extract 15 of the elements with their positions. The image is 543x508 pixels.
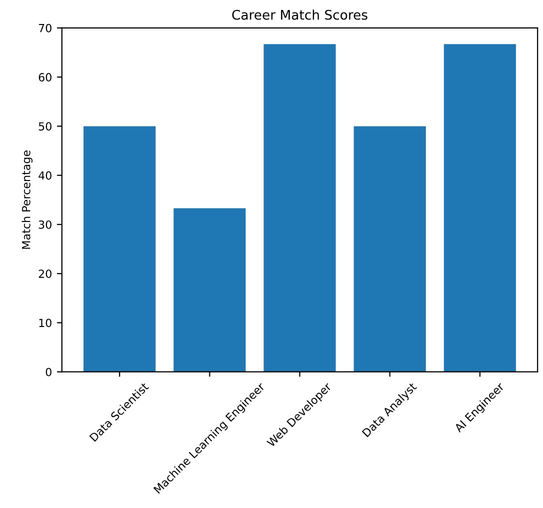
bar	[174, 208, 246, 372]
y-tick-label: 50	[38, 122, 52, 131]
bar	[264, 44, 336, 372]
y-tick-label: 30	[38, 220, 52, 229]
y-tick-label: 10	[39, 318, 52, 328]
y-tick-label: 40	[38, 171, 52, 180]
bar	[354, 126, 426, 372]
bar	[444, 44, 516, 372]
y-tick-label: 20	[38, 270, 52, 278]
y-tick-label: 0	[46, 368, 52, 376]
y-tick-label: 60	[38, 73, 52, 82]
chart-title: Career Match Scores	[232, 10, 368, 20]
bar	[84, 126, 156, 372]
y-tick-label: 70	[38, 24, 52, 32]
y-axis-title: Match Percentage	[22, 150, 32, 249]
